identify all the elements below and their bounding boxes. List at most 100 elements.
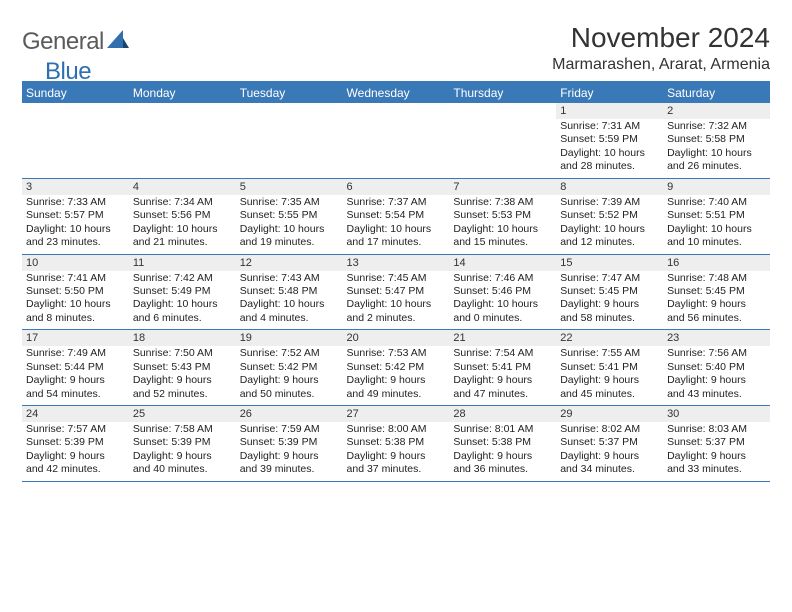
calendar-week-row: 17Sunrise: 7:49 AMSunset: 5:44 PMDayligh… bbox=[22, 330, 770, 406]
calendar-day-cell: 21Sunrise: 7:54 AMSunset: 5:41 PMDayligh… bbox=[449, 330, 556, 406]
logo-text-blue: Blue bbox=[45, 58, 91, 86]
calendar-week-row: 10Sunrise: 7:41 AMSunset: 5:50 PMDayligh… bbox=[22, 254, 770, 330]
day-details: Sunrise: 7:49 AMSunset: 5:44 PMDaylight:… bbox=[22, 346, 129, 405]
day-number: 18 bbox=[129, 330, 236, 346]
day-details: Sunrise: 7:56 AMSunset: 5:40 PMDaylight:… bbox=[663, 346, 770, 405]
logo-sail-icon bbox=[107, 30, 129, 55]
header-right: November 2024 Marmarashen, Ararat, Armen… bbox=[552, 22, 770, 74]
calendar-day-cell: 18Sunrise: 7:50 AMSunset: 5:43 PMDayligh… bbox=[129, 330, 236, 406]
calendar-day-cell: 20Sunrise: 7:53 AMSunset: 5:42 PMDayligh… bbox=[343, 330, 450, 406]
day-details: Sunrise: 7:37 AMSunset: 5:54 PMDaylight:… bbox=[343, 195, 450, 254]
calendar-day-cell: 9Sunrise: 7:40 AMSunset: 5:51 PMDaylight… bbox=[663, 178, 770, 254]
day-number: 22 bbox=[556, 330, 663, 346]
day-number: 16 bbox=[663, 255, 770, 271]
day-details bbox=[22, 119, 129, 177]
calendar-day-cell: 23Sunrise: 7:56 AMSunset: 5:40 PMDayligh… bbox=[663, 330, 770, 406]
day-details: Sunrise: 7:35 AMSunset: 5:55 PMDaylight:… bbox=[236, 195, 343, 254]
calendar-day-cell: 28Sunrise: 8:01 AMSunset: 5:38 PMDayligh… bbox=[449, 406, 556, 482]
day-number bbox=[449, 103, 556, 119]
day-number: 23 bbox=[663, 330, 770, 346]
day-number: 12 bbox=[236, 255, 343, 271]
day-number: 30 bbox=[663, 406, 770, 422]
day-number: 7 bbox=[449, 179, 556, 195]
day-details: Sunrise: 8:01 AMSunset: 5:38 PMDaylight:… bbox=[449, 422, 556, 481]
day-details: Sunrise: 7:43 AMSunset: 5:48 PMDaylight:… bbox=[236, 271, 343, 330]
day-number: 19 bbox=[236, 330, 343, 346]
day-number bbox=[22, 103, 129, 119]
day-details: Sunrise: 8:03 AMSunset: 5:37 PMDaylight:… bbox=[663, 422, 770, 481]
day-number: 5 bbox=[236, 179, 343, 195]
calendar-day-cell: 4Sunrise: 7:34 AMSunset: 5:56 PMDaylight… bbox=[129, 178, 236, 254]
day-number: 2 bbox=[663, 103, 770, 119]
day-number: 14 bbox=[449, 255, 556, 271]
day-details: Sunrise: 7:34 AMSunset: 5:56 PMDaylight:… bbox=[129, 195, 236, 254]
calendar-day-cell: 15Sunrise: 7:47 AMSunset: 5:45 PMDayligh… bbox=[556, 254, 663, 330]
day-number: 9 bbox=[663, 179, 770, 195]
calendar-day-cell bbox=[343, 103, 450, 178]
calendar-day-cell: 24Sunrise: 7:57 AMSunset: 5:39 PMDayligh… bbox=[22, 406, 129, 482]
calendar-week-row: 1Sunrise: 7:31 AMSunset: 5:59 PMDaylight… bbox=[22, 103, 770, 178]
day-details: Sunrise: 7:31 AMSunset: 5:59 PMDaylight:… bbox=[556, 119, 663, 178]
calendar-day-cell: 11Sunrise: 7:42 AMSunset: 5:49 PMDayligh… bbox=[129, 254, 236, 330]
day-details: Sunrise: 7:40 AMSunset: 5:51 PMDaylight:… bbox=[663, 195, 770, 254]
calendar-day-cell: 8Sunrise: 7:39 AMSunset: 5:52 PMDaylight… bbox=[556, 178, 663, 254]
calendar-table: Sunday Monday Tuesday Wednesday Thursday… bbox=[22, 83, 770, 482]
weekday-header: Wednesday bbox=[343, 83, 450, 103]
calendar-day-cell: 6Sunrise: 7:37 AMSunset: 5:54 PMDaylight… bbox=[343, 178, 450, 254]
calendar-day-cell: 29Sunrise: 8:02 AMSunset: 5:37 PMDayligh… bbox=[556, 406, 663, 482]
calendar-day-cell: 16Sunrise: 7:48 AMSunset: 5:45 PMDayligh… bbox=[663, 254, 770, 330]
day-number bbox=[236, 103, 343, 119]
day-details bbox=[236, 119, 343, 177]
day-number: 27 bbox=[343, 406, 450, 422]
calendar-day-cell: 10Sunrise: 7:41 AMSunset: 5:50 PMDayligh… bbox=[22, 254, 129, 330]
calendar-day-cell: 7Sunrise: 7:38 AMSunset: 5:53 PMDaylight… bbox=[449, 178, 556, 254]
calendar-day-cell: 26Sunrise: 7:59 AMSunset: 5:39 PMDayligh… bbox=[236, 406, 343, 482]
day-details: Sunrise: 7:46 AMSunset: 5:46 PMDaylight:… bbox=[449, 271, 556, 330]
weekday-header: Tuesday bbox=[236, 83, 343, 103]
calendar-day-cell: 12Sunrise: 7:43 AMSunset: 5:48 PMDayligh… bbox=[236, 254, 343, 330]
calendar-day-cell bbox=[449, 103, 556, 178]
calendar-week-row: 24Sunrise: 7:57 AMSunset: 5:39 PMDayligh… bbox=[22, 406, 770, 482]
calendar-day-cell bbox=[129, 103, 236, 178]
day-number: 24 bbox=[22, 406, 129, 422]
day-details: Sunrise: 7:41 AMSunset: 5:50 PMDaylight:… bbox=[22, 271, 129, 330]
day-details: Sunrise: 7:52 AMSunset: 5:42 PMDaylight:… bbox=[236, 346, 343, 405]
day-details: Sunrise: 7:57 AMSunset: 5:39 PMDaylight:… bbox=[22, 422, 129, 481]
day-details bbox=[129, 119, 236, 177]
day-number: 29 bbox=[556, 406, 663, 422]
day-details: Sunrise: 8:02 AMSunset: 5:37 PMDaylight:… bbox=[556, 422, 663, 481]
calendar-day-cell: 22Sunrise: 7:55 AMSunset: 5:41 PMDayligh… bbox=[556, 330, 663, 406]
calendar-day-cell: 1Sunrise: 7:31 AMSunset: 5:59 PMDaylight… bbox=[556, 103, 663, 178]
day-number: 21 bbox=[449, 330, 556, 346]
header-bar: General November 2024 Marmarashen, Arara… bbox=[22, 22, 770, 74]
weekday-header: Thursday bbox=[449, 83, 556, 103]
day-details: Sunrise: 7:32 AMSunset: 5:58 PMDaylight:… bbox=[663, 119, 770, 178]
day-details: Sunrise: 7:59 AMSunset: 5:39 PMDaylight:… bbox=[236, 422, 343, 481]
day-details: Sunrise: 7:54 AMSunset: 5:41 PMDaylight:… bbox=[449, 346, 556, 405]
day-number: 10 bbox=[22, 255, 129, 271]
day-details: Sunrise: 7:48 AMSunset: 5:45 PMDaylight:… bbox=[663, 271, 770, 330]
day-number bbox=[343, 103, 450, 119]
calendar-day-cell: 13Sunrise: 7:45 AMSunset: 5:47 PMDayligh… bbox=[343, 254, 450, 330]
calendar-week-row: 3Sunrise: 7:33 AMSunset: 5:57 PMDaylight… bbox=[22, 178, 770, 254]
day-number: 4 bbox=[129, 179, 236, 195]
calendar-day-cell: 3Sunrise: 7:33 AMSunset: 5:57 PMDaylight… bbox=[22, 178, 129, 254]
day-details: Sunrise: 7:39 AMSunset: 5:52 PMDaylight:… bbox=[556, 195, 663, 254]
weekday-header: Monday bbox=[129, 83, 236, 103]
logo: General bbox=[22, 22, 129, 56]
day-details: Sunrise: 7:33 AMSunset: 5:57 PMDaylight:… bbox=[22, 195, 129, 254]
weekday-header: Friday bbox=[556, 83, 663, 103]
day-details: Sunrise: 7:38 AMSunset: 5:53 PMDaylight:… bbox=[449, 195, 556, 254]
day-number bbox=[129, 103, 236, 119]
day-number: 15 bbox=[556, 255, 663, 271]
day-details bbox=[343, 119, 450, 177]
calendar-day-cell: 25Sunrise: 7:58 AMSunset: 5:39 PMDayligh… bbox=[129, 406, 236, 482]
day-number: 8 bbox=[556, 179, 663, 195]
calendar-day-cell: 30Sunrise: 8:03 AMSunset: 5:37 PMDayligh… bbox=[663, 406, 770, 482]
day-details bbox=[449, 119, 556, 177]
calendar-day-cell: 17Sunrise: 7:49 AMSunset: 5:44 PMDayligh… bbox=[22, 330, 129, 406]
day-details: Sunrise: 7:58 AMSunset: 5:39 PMDaylight:… bbox=[129, 422, 236, 481]
calendar-day-cell: 19Sunrise: 7:52 AMSunset: 5:42 PMDayligh… bbox=[236, 330, 343, 406]
day-details: Sunrise: 7:50 AMSunset: 5:43 PMDaylight:… bbox=[129, 346, 236, 405]
location-text: Marmarashen, Ararat, Armenia bbox=[552, 56, 770, 74]
